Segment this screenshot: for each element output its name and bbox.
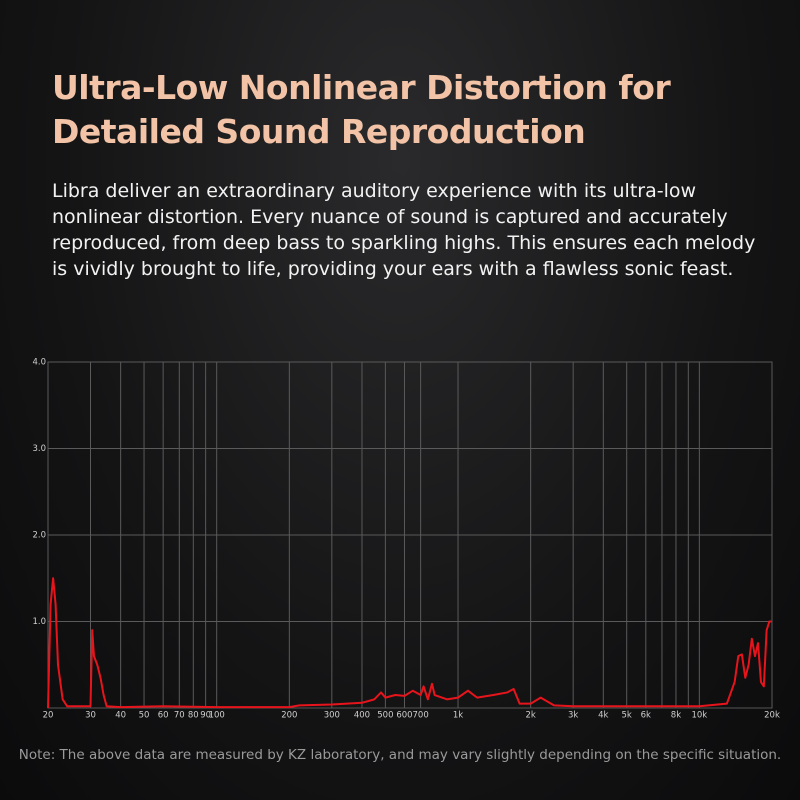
x-tick-label: 3k	[568, 711, 578, 721]
description: Libra deliver an extraordinary auditory …	[52, 180, 756, 280]
x-tick-label: 80	[188, 711, 199, 721]
x-tick-label: 700	[413, 711, 429, 721]
title: Ultra-Low Nonlinear Distortion for Detai…	[52, 66, 671, 154]
x-tick-label: 5k	[622, 711, 632, 721]
x-tick-label: 300	[324, 711, 340, 721]
x-tick-label: 90	[200, 711, 211, 721]
x-tick-label: 2k	[525, 711, 535, 721]
x-tick-label: 8k	[671, 711, 681, 721]
x-tick-label: 20	[43, 711, 54, 721]
x-tick-label: 200	[281, 711, 297, 721]
x-tick-label: 4k	[598, 711, 608, 721]
title-line: Ultra-Low Nonlinear Distortion for	[52, 68, 671, 107]
y-tick-label: 3.0	[32, 444, 46, 454]
x-tick-label: 10k	[691, 711, 707, 721]
y-tick-label: 4.0	[32, 358, 46, 368]
x-tick-label: 70	[174, 711, 185, 721]
x-tick-label: 60	[158, 711, 169, 721]
x-tick-label: 6k	[641, 711, 651, 721]
x-tick-label: 40	[115, 711, 126, 721]
x-tick-label: 500	[377, 711, 393, 721]
x-tick-label: 100	[209, 711, 225, 721]
y-tick-label: 1.0	[32, 617, 46, 627]
x-tick-label: 50	[139, 711, 150, 721]
x-tick-label: 600	[396, 711, 412, 721]
x-tick-label: 20k	[764, 711, 780, 721]
x-tick-label: 400	[354, 711, 370, 721]
distortion-line	[47, 577, 772, 709]
y-tick-label: 2.0	[32, 531, 46, 541]
x-tick-label: 30	[85, 711, 96, 721]
title-line: Detailed Sound Reproduction	[52, 112, 586, 151]
note: Note: The above data are measured by KZ …	[18, 747, 782, 763]
x-tick-label: 1k	[453, 711, 463, 721]
